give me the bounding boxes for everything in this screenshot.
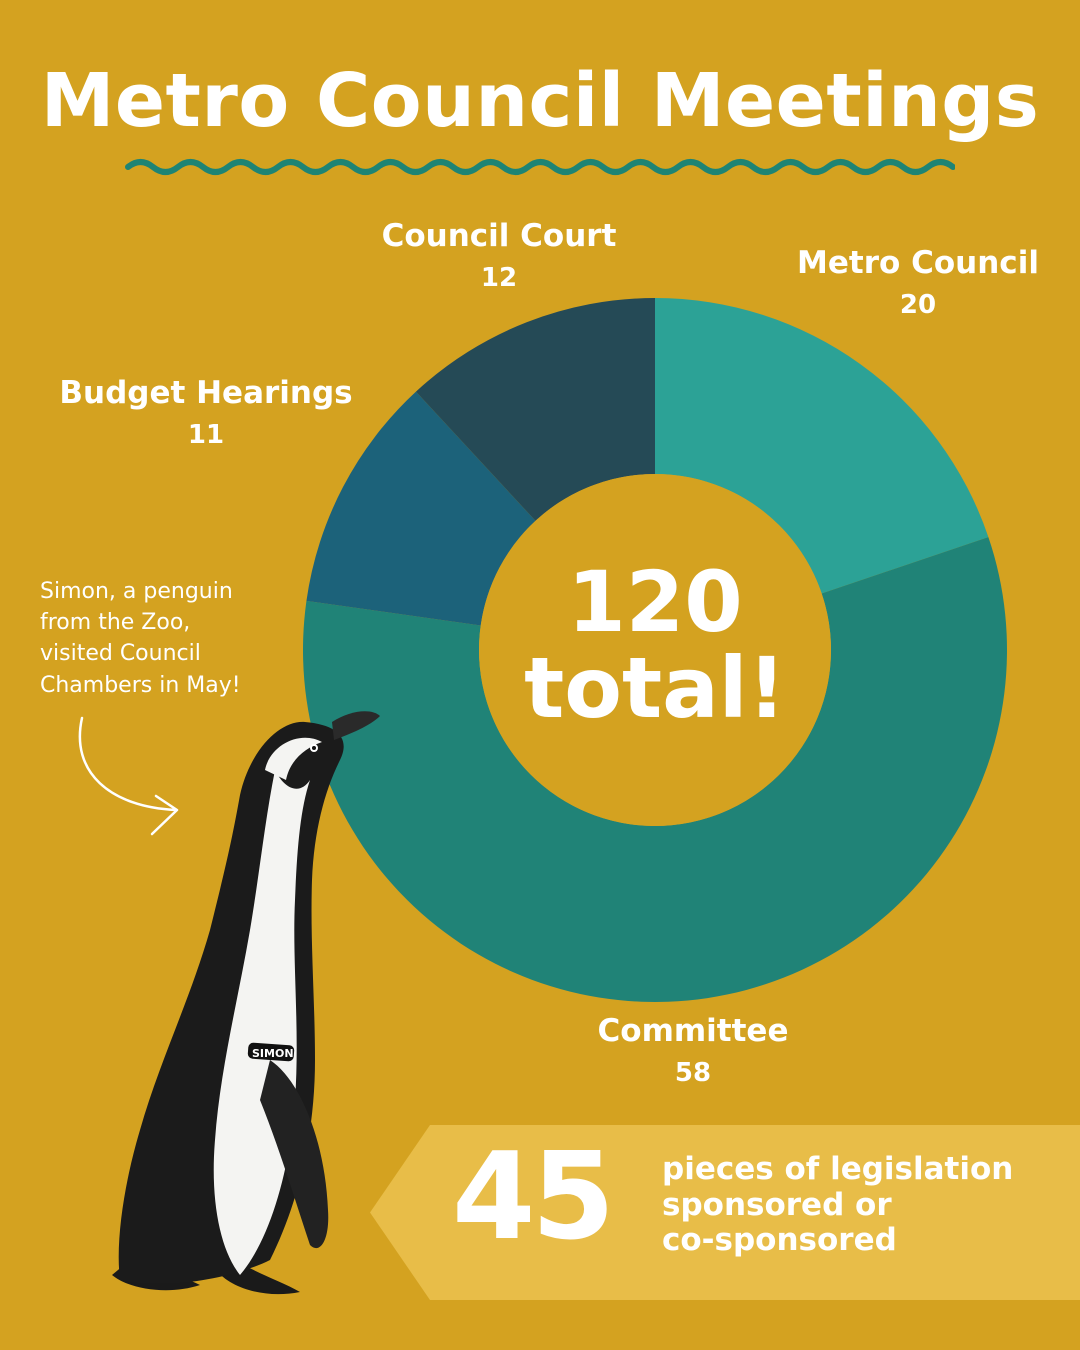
- donut-hole: [479, 474, 831, 826]
- slice-name: Budget Hearings: [59, 375, 353, 411]
- total-label: 120 total!: [480, 560, 830, 732]
- note-line: Chambers in May!: [40, 672, 241, 698]
- note-line: visited Council: [40, 641, 201, 667]
- slice-name: Council Court: [381, 218, 617, 254]
- slice-label-metro-council: Metro Council 20: [797, 245, 1039, 321]
- slice-label-committee: Committee 58: [598, 1013, 789, 1089]
- curved-arrow-icon: [78, 716, 179, 836]
- legislation-count: 45: [452, 1128, 615, 1267]
- slice-value: 58: [674, 1058, 712, 1089]
- note-line: Simon, a penguin: [40, 579, 233, 604]
- penguin-icon: SIMON: [112, 711, 380, 1295]
- slice-label-budget-hearings: Budget Hearings 11: [59, 375, 352, 451]
- donut-slice-council-court: [415, 298, 655, 521]
- legislation-text: pieces of legislation sponsored or co-sp…: [662, 1151, 1062, 1259]
- note-line: from the Zoo,: [40, 610, 191, 636]
- penguin-tag: SIMON: [252, 1047, 294, 1060]
- legislation-banner: [370, 1125, 1080, 1300]
- slice-value: 20: [899, 290, 937, 321]
- donut-slice-committee: [303, 537, 1008, 1003]
- slice-label-council-court: Council Court 12: [382, 218, 617, 294]
- slice-name: Metro Council: [797, 245, 1039, 281]
- slice-value: 11: [187, 420, 225, 451]
- page-title: Metro Council Meetings: [40, 58, 1040, 144]
- donut-slice-metro-council: [655, 298, 989, 594]
- donut-slice-budget-hearings: [306, 391, 536, 626]
- wavy-underline: [125, 159, 955, 175]
- legislation-line: sponsored or: [662, 1186, 892, 1223]
- penguin-note: Simon, a penguin from the Zoo, visited C…: [40, 576, 280, 701]
- legislation-line: pieces of legislation: [662, 1151, 1014, 1187]
- slice-value: 12: [480, 263, 518, 294]
- total-number: 120: [567, 553, 743, 651]
- slice-name: Committee: [597, 1013, 789, 1049]
- total-word: total!: [524, 639, 786, 737]
- legislation-line: co-sponsored: [662, 1222, 897, 1259]
